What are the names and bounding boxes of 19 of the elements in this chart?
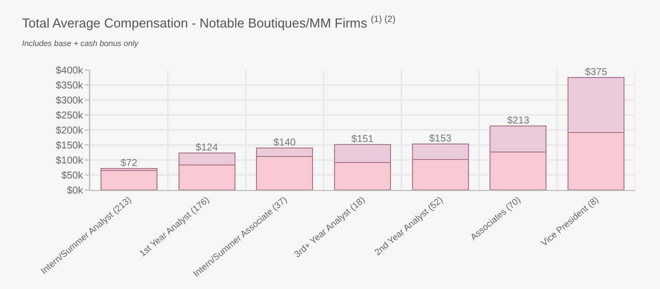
y-tick-label: $200k: [56, 126, 84, 136]
y-tick-label: $350k: [56, 80, 84, 92]
total-label: $72: [120, 158, 138, 169]
y-tick-label: $250k: [56, 110, 84, 122]
y-tick-label: $400k: [56, 66, 84, 76]
total-label: $151: [351, 134, 374, 146]
total-label: $375: [584, 67, 608, 78]
y-tick-label: $300k: [56, 96, 84, 106]
total-label: $140: [274, 138, 296, 148]
total-label: $124: [196, 142, 218, 154]
total-label: $213: [507, 116, 530, 127]
y-tick-label: $50k: [61, 170, 84, 182]
y-tick-label: $150k: [56, 140, 84, 152]
y-tick-label: $100k: [56, 156, 84, 166]
bar: [100, 170, 158, 190]
y-tick-label: $0k: [66, 186, 84, 196]
chart-title: Total Average Compensation - Notable Boutiques/MM Firms $^{(1) (2)}$: [22, 14, 396, 30]
chart-subtitle: Includes base + cash bonus only: [22, 39, 140, 48]
total-label: $153: [429, 134, 452, 145]
